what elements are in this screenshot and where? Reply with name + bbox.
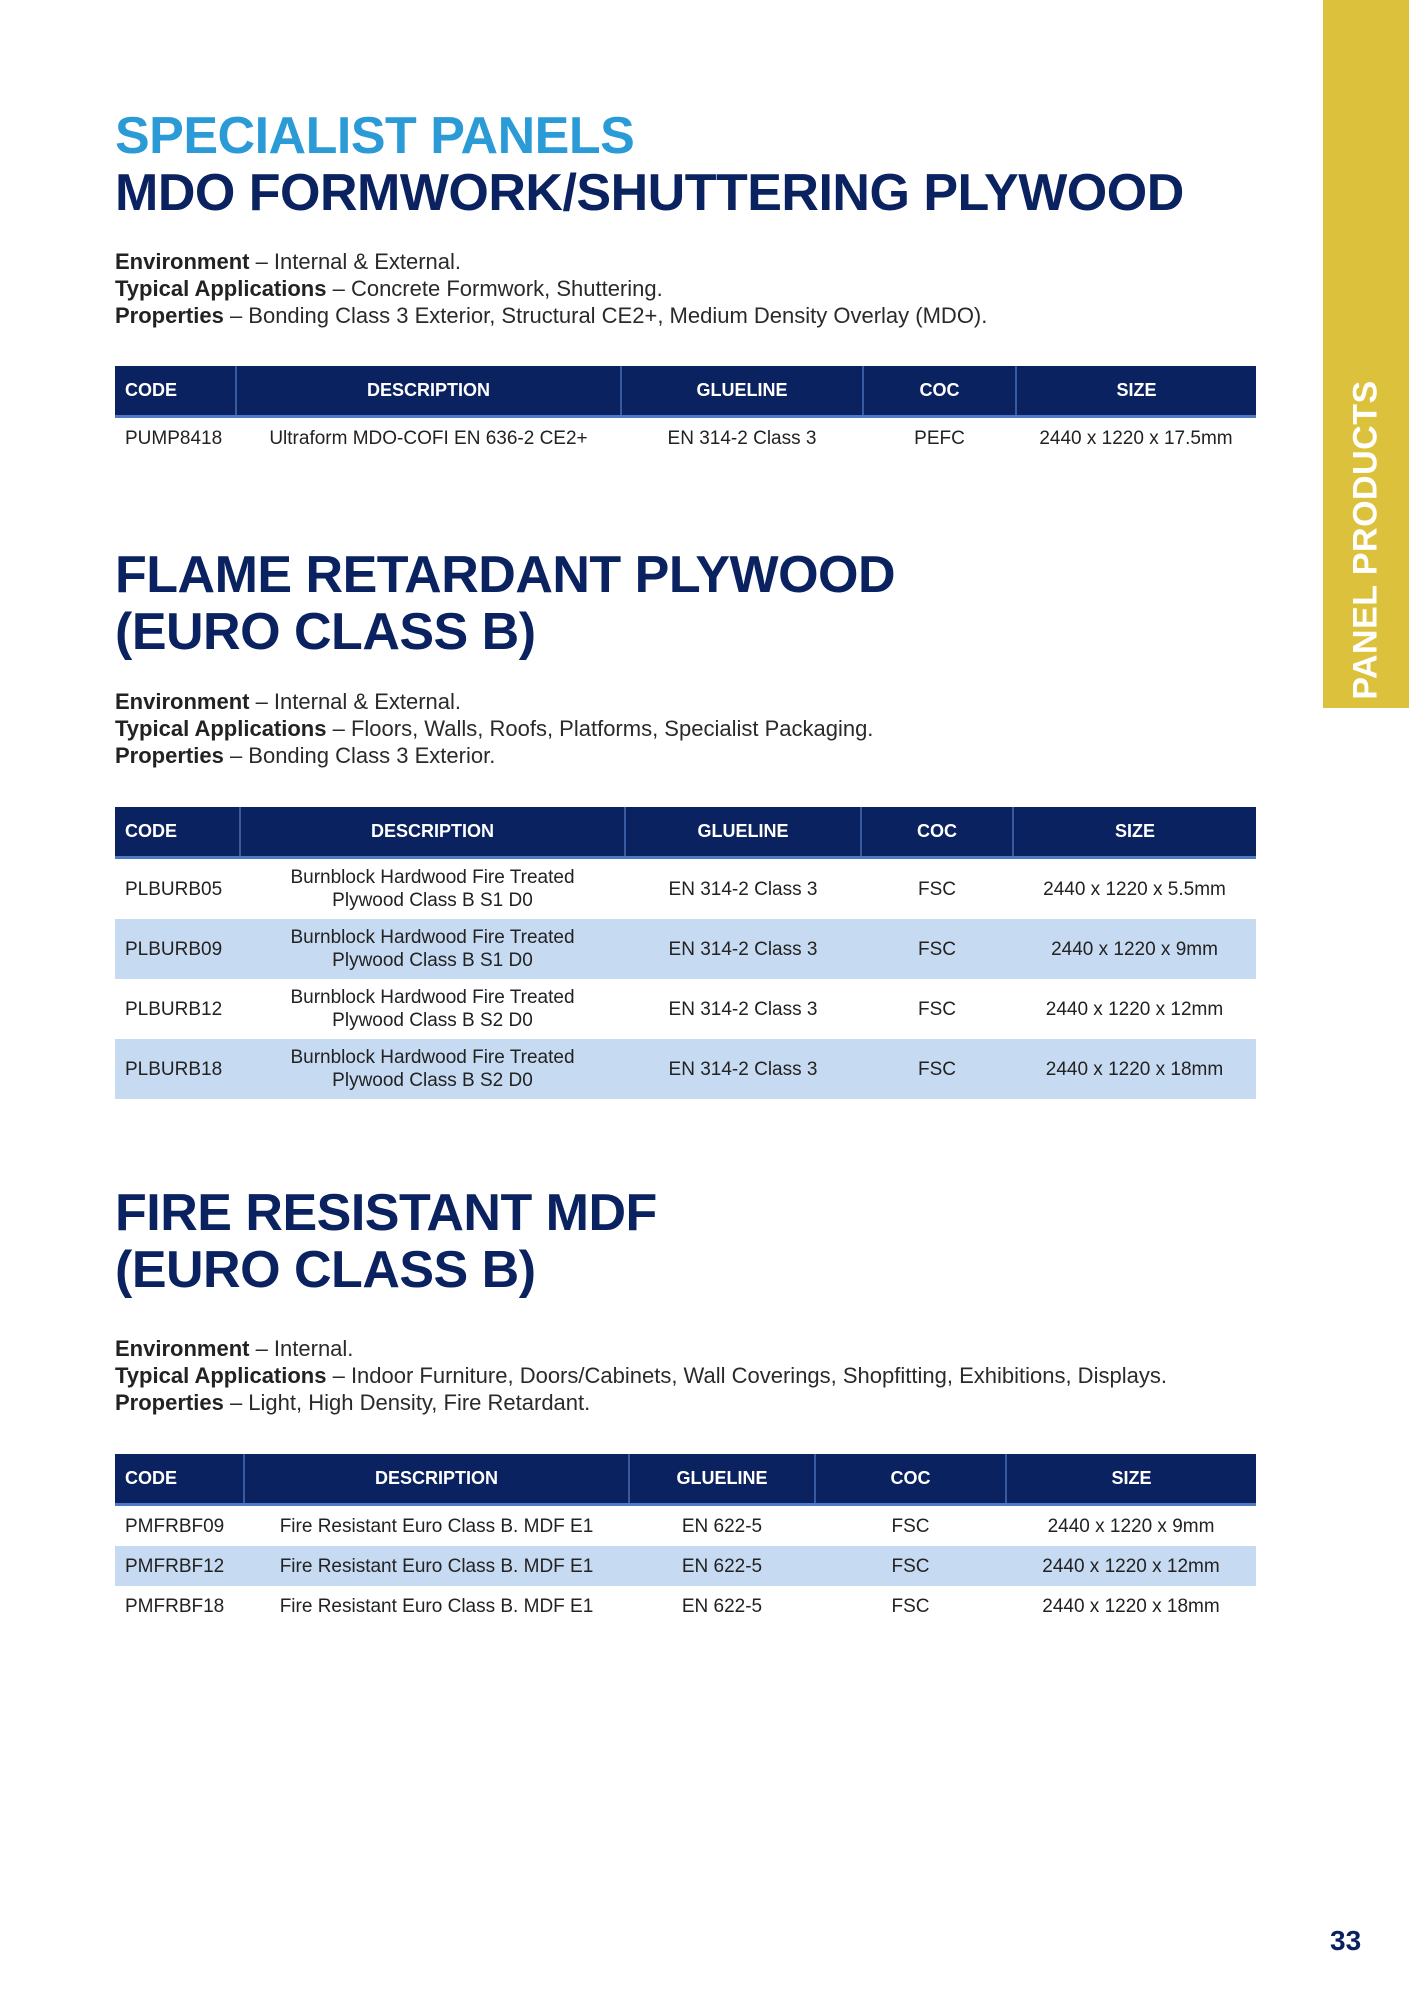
product-table: CODE DESCRIPTION GLUELINE COC SIZE PUMP8418 U… — [115, 366, 1256, 458]
table-cell: Fire Resistant Euro Class B. MDF E1 — [279, 1595, 594, 1617]
table-cell: 2440 x 1220 x 17.5mm — [1039, 427, 1233, 449]
table-cell: 2440 x 1220 x 18mm — [1013, 1039, 1256, 1099]
column-header: GLUELINE — [624, 807, 861, 859]
table-row: PLBURB05 Burnblock Hardwood Fire Treated P… — [115, 858, 1256, 920]
column-header: COC — [862, 366, 1016, 418]
column-header: SIZE — [1015, 366, 1256, 418]
column-header: DESCRIPTION — [243, 1454, 629, 1506]
table-cell: EN 622-5 — [681, 1515, 763, 1537]
side-tab-panel-products: PANEL PRODUCTS — [1323, 0, 1409, 708]
table-cell: PMFRBF12 — [115, 1546, 244, 1586]
table-cell: Burnblock Hardwood Fire Treated Plywood C… — [290, 987, 575, 1031]
properties-block: Environment – Internal & External. Typic… — [115, 689, 874, 768]
table-cell: FSC — [918, 878, 956, 900]
table-cell: Burnblock Hardwood Fire Treated Plywood C… — [290, 867, 575, 911]
table-cell: Ultraform MDO-COFI EN 636-2 CE2+ — [269, 427, 588, 449]
table-cell: PMFRBF09 — [125, 1515, 225, 1537]
table-cell: 2440 x 1220 x 18mm — [1042, 1595, 1220, 1617]
section-title: FIRE RESISTANT MDF (EURO CLASS B) — [115, 1184, 657, 1299]
table-cell: 2440 x 1220 x 9mm — [1013, 919, 1256, 979]
table-cell: EN 314-2 Class 3 — [668, 878, 818, 900]
column-header: CODE — [115, 366, 236, 418]
table-cell: PLBURB18 — [115, 1039, 240, 1099]
table-cell: Fire Resistant Euro Class B. MDF E1 — [279, 1515, 594, 1537]
column-header: SIZE — [1012, 807, 1256, 859]
column-header: CODE — [115, 807, 240, 859]
properties-block: Environment – Internal. Typical Applicat… — [115, 1336, 1167, 1415]
column-header: DESCRIPTION — [239, 807, 625, 859]
table-cell: Burnblock Hardwood Fire Treated Plywood C… — [240, 919, 625, 979]
table-cell: EN 314-2 Class 3 — [668, 998, 818, 1020]
section-title: FLAME RETARDANT PLYWOOD (EURO CLASS B) — [115, 546, 896, 661]
section-subtitle: SPECIALIST PANELS — [115, 107, 635, 165]
table-row: PMFRBF12 Fire Resistant Euro Class B. MDF… — [115, 1546, 1256, 1586]
table-cell: PLBURB12 — [125, 998, 223, 1020]
table-row: PLBURB18 Burnblock Hardwood Fire Treated P… — [115, 1039, 1256, 1099]
column-header: GLUELINE — [628, 1454, 815, 1506]
product-table: CODE DESCRIPTION GLUELINE COC SIZE PMFRBF09 F… — [115, 1454, 1256, 1626]
column-header: COC — [860, 807, 1013, 859]
table-cell: EN 314-2 Class 3 — [667, 427, 817, 449]
table-cell: PEFC — [914, 427, 965, 449]
table-cell: 2440 x 1220 x 12mm — [1045, 998, 1224, 1020]
column-header: SIZE — [1005, 1454, 1256, 1506]
table-cell: 2440 x 1220 x 9mm — [1047, 1515, 1215, 1537]
section-flame-retardant: FLAME RETARDANT PLYWOOD (EURO CLASS B) En… — [115, 547, 1256, 1099]
section-fire-resistant-mdf: FIRE RESISTANT MDF (EURO CLASS B) Environ… — [115, 1185, 1256, 1626]
table-cell: EN 622-5 — [629, 1546, 815, 1586]
column-header: COC — [814, 1454, 1006, 1506]
table-row: PLBURB12 Burnblock Hardwood Fire Treated P… — [115, 979, 1256, 1039]
column-header: GLUELINE — [620, 366, 863, 418]
table-row: PLBURB09 Burnblock Hardwood Fire Treated P… — [115, 919, 1256, 979]
product-table: CODE DESCRIPTION GLUELINE COC SIZE PLBURB05 B… — [115, 807, 1256, 1099]
table-row: PMFRBF18 Fire Resistant Euro Class B. MDF… — [115, 1586, 1256, 1626]
table-cell: PMFRBF18 — [125, 1595, 225, 1617]
table-cell: PLBURB09 — [115, 919, 240, 979]
table-cell: 2440 x 1220 x 5.5mm — [1043, 878, 1226, 900]
table-cell: FSC — [891, 1515, 930, 1537]
table-cell: EN 314-2 Class 3 — [625, 1039, 861, 1099]
page-number: 33 — [1330, 1925, 1362, 1956]
table-cell: FSC — [861, 1039, 1013, 1099]
table-cell: Fire Resistant Euro Class B. MDF E1 — [244, 1546, 629, 1586]
table-cell: FSC — [891, 1595, 930, 1617]
table-row: PMFRBF09 Fire Resistant Euro Class B. MDF… — [115, 1505, 1256, 1547]
table-cell: PUMP8418 — [125, 427, 223, 449]
properties-block: Environment – Internal & External. Typic… — [115, 249, 988, 328]
table-cell: FSC — [918, 998, 956, 1020]
table-row: PUMP8418 Ultraform MDO-COFI EN 636-2 CE2+… — [115, 417, 1256, 459]
column-header: DESCRIPTION — [235, 366, 621, 418]
section-mdo: SPECIALIST PANELS MDO FORMWORK/SHUTTERIN… — [115, 108, 1256, 458]
table-cell: EN 622-5 — [681, 1595, 763, 1617]
table-cell: Burnblock Hardwood Fire Treated Plywood C… — [240, 1039, 625, 1099]
section-title: MDO FORMWORK/SHUTTERING PLYWOOD — [115, 164, 1184, 222]
table-cell: FSC — [861, 919, 1013, 979]
column-header: CODE — [115, 1454, 244, 1506]
table-cell: 2440 x 1220 x 12mm — [1006, 1546, 1256, 1586]
table-cell: PLBURB05 — [125, 878, 223, 900]
table-cell: FSC — [815, 1546, 1006, 1586]
table-cell: EN 314-2 Class 3 — [625, 919, 861, 979]
